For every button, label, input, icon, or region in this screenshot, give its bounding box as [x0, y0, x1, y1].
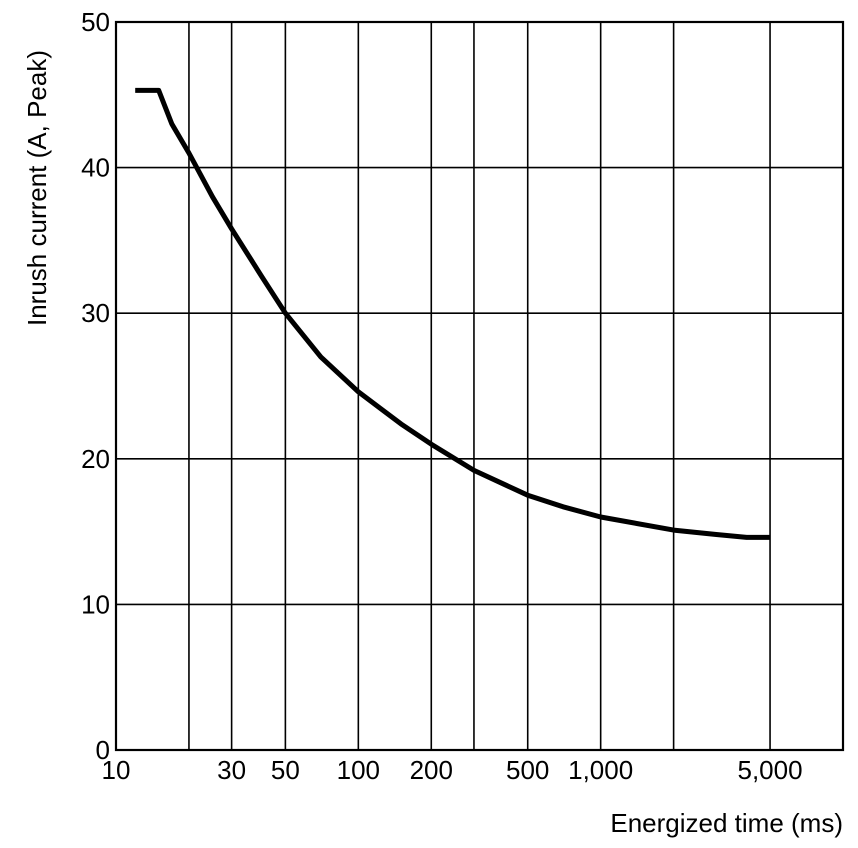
x-tick-label: 500	[506, 755, 549, 785]
x-tick-label: 200	[410, 755, 453, 785]
plot-frame	[114, 20, 845, 752]
y-tick-label: 0	[96, 735, 110, 765]
y-tick-label: 40	[81, 153, 110, 183]
gridlines	[116, 22, 843, 750]
x-tick-label: 100	[337, 755, 380, 785]
y-tick-label: 30	[81, 298, 110, 328]
y-axis-title: Inrush current (A, Peak)	[22, 50, 52, 326]
inrush-current-curve	[135, 87, 771, 540]
x-tick-label: 50	[271, 755, 300, 785]
x-tick-label: 5,000	[738, 755, 803, 785]
x-tick-label: 30	[217, 755, 246, 785]
y-tick-label: 50	[81, 7, 110, 37]
x-tick-label: 1,000	[568, 755, 633, 785]
x-axis-title: Energized time (ms)	[610, 808, 843, 838]
y-tick-label: 20	[81, 444, 110, 474]
x-tick-labels: 10 30 50 100 200 500 1,000 5,000	[102, 755, 803, 785]
y-tick-labels: 0 10 20 30 40 50	[81, 7, 110, 765]
y-tick-label: 10	[81, 589, 110, 619]
x-tick-label: 10	[102, 755, 131, 785]
